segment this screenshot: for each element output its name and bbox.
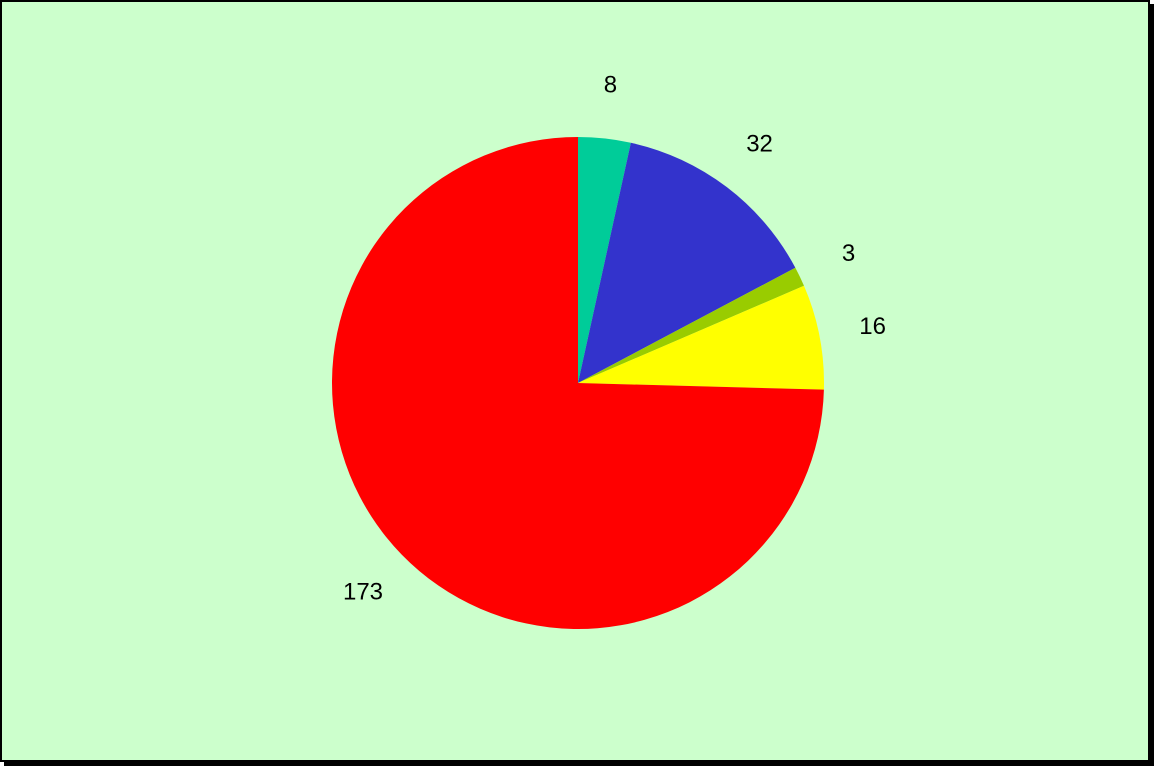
pie-slice-3 — [578, 267, 804, 383]
pie-label-173: 173 — [343, 579, 383, 606]
pie-labels: 8 32 3 16 173 — [343, 71, 886, 605]
pie-slice-173 — [332, 137, 824, 629]
pie-label-32: 32 — [746, 131, 773, 158]
pie-slices — [332, 136, 825, 629]
pie-label-3: 3 — [842, 240, 855, 267]
pie-slice-16 — [578, 285, 825, 390]
pie-label-8: 8 — [604, 71, 617, 98]
pie-slice-32 — [578, 142, 796, 383]
pie-label-16: 16 — [859, 313, 886, 340]
pie-slice-8 — [578, 136, 631, 383]
